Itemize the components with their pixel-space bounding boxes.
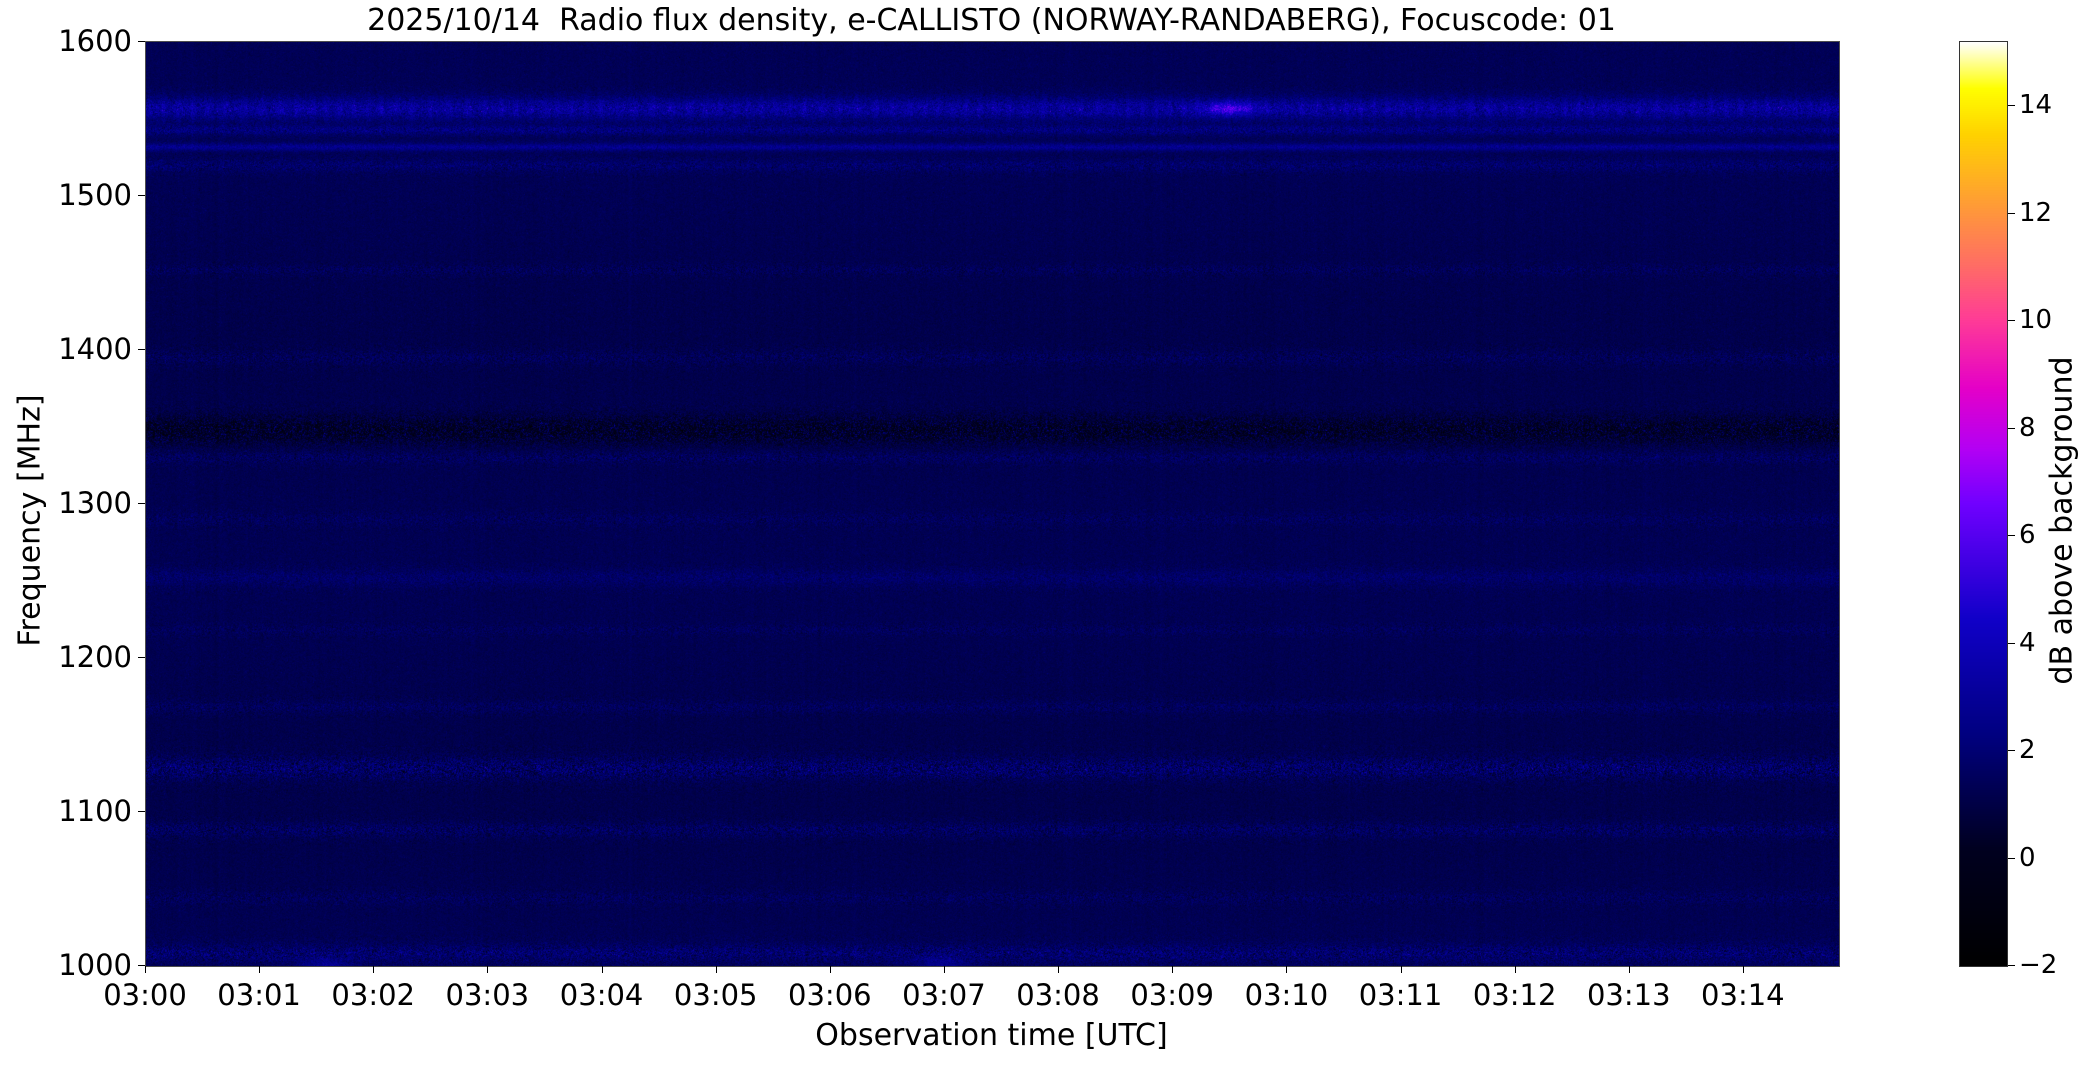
x-tick-label: 03:02 [331, 978, 415, 1012]
y-tick-mark [138, 657, 145, 658]
x-tick-mark [373, 966, 374, 973]
y-tick-label: 1400 [58, 332, 132, 366]
x-tick-mark [1515, 966, 1516, 973]
x-tick-label: 03:13 [1586, 978, 1671, 1012]
colorbar-tick-mark [2008, 428, 2015, 429]
colorbar-tick-mark [2008, 965, 2015, 966]
y-tick-label: 1100 [58, 794, 132, 828]
colorbar-tick-mark [2008, 535, 2015, 536]
colorbar-tick-label: 8 [2019, 412, 2036, 443]
x-tick-label: 03:11 [1358, 978, 1443, 1012]
colorbar-tick-label: 6 [2019, 520, 2036, 551]
colorbar[interactable] [1959, 41, 2008, 967]
colorbar-gradient [1960, 42, 2007, 966]
colorbar-tick-label: 0 [2019, 842, 2036, 873]
y-tick-label: 1500 [58, 178, 132, 212]
y-tick-mark [138, 195, 145, 196]
x-axis-label: Observation time [UTC] [815, 1018, 1168, 1053]
x-tick-mark [259, 966, 260, 973]
x-tick-mark [1743, 966, 1744, 973]
x-tick-mark [1172, 966, 1173, 973]
x-tick-label: 03:09 [1130, 978, 1214, 1012]
x-tick-label: 03:06 [788, 978, 872, 1012]
colorbar-tick-mark [2008, 105, 2015, 106]
x-tick-label: 03:12 [1472, 978, 1557, 1012]
x-tick-label: 03:01 [217, 978, 301, 1012]
x-tick-mark [487, 966, 488, 973]
y-axis-label: Frequency [MHz] [12, 394, 48, 647]
x-tick-mark [1401, 966, 1402, 973]
y-tick-mark [138, 349, 145, 350]
x-tick-label: 03:10 [1244, 978, 1329, 1012]
colorbar-tick-label: 12 [2019, 197, 2053, 228]
x-tick-label: 03:08 [1016, 978, 1100, 1012]
page-title: 2025/10/14 Radio flux density, e-CALLIST… [367, 3, 1616, 38]
x-tick-mark [602, 966, 603, 973]
colorbar-label: dB above background [2044, 356, 2080, 685]
y-tick-mark [138, 41, 145, 42]
x-tick-label: 03:00 [103, 978, 187, 1012]
y-tick-mark [138, 965, 145, 966]
x-tick-mark [944, 966, 945, 973]
colorbar-tick-label: 2 [2019, 735, 2036, 766]
y-tick-mark [138, 811, 145, 812]
x-tick-label: 03:03 [445, 978, 530, 1012]
y-tick-label: 1200 [58, 640, 132, 674]
colorbar-tick-mark [2008, 320, 2015, 321]
y-tick-label: 1000 [58, 948, 132, 982]
x-tick-mark [1286, 966, 1287, 973]
x-tick-mark [716, 966, 717, 973]
x-tick-label: 03:04 [559, 978, 644, 1012]
x-tick-mark [1629, 966, 1630, 973]
colorbar-tick-mark [2008, 643, 2015, 644]
y-tick-mark [138, 503, 145, 504]
spectrogram-heatmap[interactable] [146, 42, 1839, 966]
x-tick-mark [1058, 966, 1059, 973]
colorbar-tick-label: −2 [2019, 950, 2058, 980]
colorbar-tick-label: 14 [2019, 90, 2053, 121]
x-tick-label: 03:05 [673, 978, 758, 1012]
spectrogram-axes[interactable] [145, 41, 1840, 967]
x-tick-label: 03:14 [1701, 978, 1785, 1012]
colorbar-tick-label: 4 [2019, 627, 2036, 658]
x-tick-label: 03:07 [902, 978, 986, 1012]
colorbar-tick-mark [2008, 750, 2015, 751]
y-tick-label: 1600 [58, 24, 132, 58]
y-tick-label: 1300 [58, 486, 132, 520]
x-tick-mark [830, 966, 831, 973]
x-tick-mark [145, 966, 146, 973]
colorbar-tick-mark [2008, 213, 2015, 214]
colorbar-tick-mark [2008, 858, 2015, 859]
